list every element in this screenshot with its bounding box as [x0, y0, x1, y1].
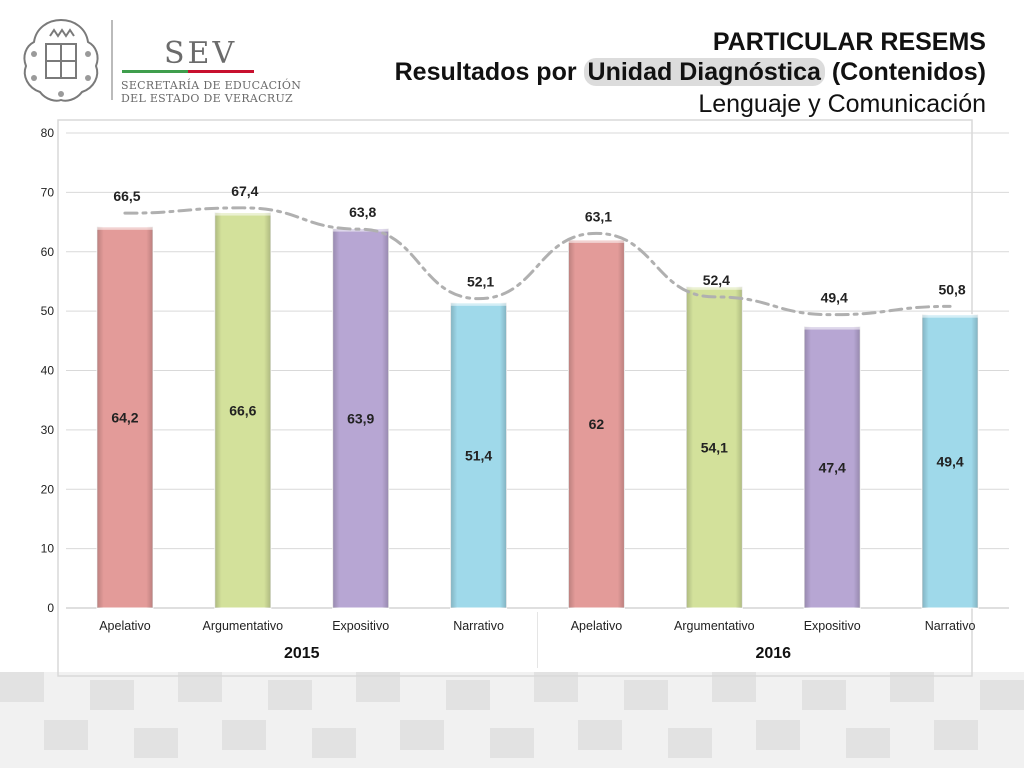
slide-subject: Lenguaje y Comunicación: [698, 90, 986, 118]
y-axis-ticks: 0 10 20 30 40 50 60 70 80: [41, 126, 55, 615]
x-tick-label: Apelativo: [571, 619, 622, 633]
bar-shading: [332, 228, 389, 608]
sev-logo: SEV SECRETARÍA DE EDUCACIÓN DEL ESTADO D…: [16, 14, 301, 106]
x-tick-label: Argumentativo: [674, 619, 755, 633]
x-tick-label: Narrativo: [453, 619, 504, 633]
bar-shading: [804, 326, 861, 608]
line-value-label: 49,4: [821, 290, 848, 306]
bar-value-label: 62: [589, 416, 605, 432]
bar-shading: [96, 226, 153, 608]
bar-shading: [214, 212, 271, 608]
x-tick-label: Narrativo: [925, 619, 976, 633]
bar-value-label: 64,2: [111, 409, 138, 425]
trend-line-path: [123, 206, 952, 317]
y-tick-label: 50: [41, 304, 55, 318]
bar-top-highlight: [568, 239, 625, 243]
bar-top-highlight: [450, 302, 507, 306]
x-tick-label: Expositivo: [332, 619, 389, 633]
bar-shading: [450, 302, 507, 608]
bar-top-highlight: [214, 212, 271, 216]
y-tick-label: 70: [41, 185, 55, 199]
bar-top-highlight: [804, 326, 861, 330]
decorative-footer-pattern: [0, 672, 1024, 768]
bar-shading: [568, 239, 625, 608]
line-value-label: 67,4: [231, 183, 258, 199]
slide-subtitle: Resultados por Unidad Diagnóstica (Conte…: [395, 58, 986, 87]
logo-divider: [111, 20, 113, 100]
y-tick-label: 40: [41, 364, 55, 378]
line-value-label: 63,1: [585, 208, 612, 224]
y-tick-label: 30: [41, 423, 55, 437]
line-value-label: 52,4: [703, 272, 730, 288]
x-tick-label: Expositivo: [804, 619, 861, 633]
y-tick-label: 60: [41, 245, 55, 259]
x-tick-label: Argumentativo: [203, 619, 284, 633]
line-value-label: 50,8: [938, 281, 965, 297]
slide-title: PARTICULAR RESEMS: [712, 28, 986, 56]
bar-shading: [922, 314, 979, 608]
bar-top-highlight: [96, 226, 153, 230]
bar-value-label: 49,4: [936, 453, 963, 469]
grid-lines: [66, 132, 1009, 609]
bars: [96, 212, 979, 609]
subtitle-highlight: Unidad Diagnóstica: [583, 58, 825, 86]
subtitle-prefix: Resultados por: [394, 58, 584, 86]
y-tick-label: 10: [41, 542, 55, 556]
group-label: 2015: [284, 645, 320, 662]
subtitle-suffix: (Contenidos): [824, 58, 986, 86]
y-tick-label: 20: [41, 482, 55, 496]
x-tick-label: Apelativo: [99, 619, 150, 633]
data-labels: 64,2 66,6 63,9 51,4 62 54,1 47,4 49,4 66,5 67,4 63…: [111, 183, 966, 475]
bar-top-highlight: [922, 314, 979, 318]
line-value-label: 66,5: [113, 188, 140, 204]
bar-value-label: 66,6: [229, 402, 256, 418]
logo-sev-text: SEV: [164, 36, 238, 71]
y-tick-label: 0: [47, 601, 54, 615]
bar-shading: [686, 286, 743, 608]
logo-org-line1: SECRETARÍA DE EDUCACIÓN: [121, 79, 302, 92]
line-value-label: 52,1: [467, 274, 494, 290]
veracruz-coat-of-arms-icon: [23, 18, 99, 102]
year-group-labels: 2015 2016: [284, 612, 791, 668]
line-value-label: 63,8: [349, 204, 376, 220]
logo-org-line2: DEL ESTADO DE VERACRUZ: [121, 92, 293, 105]
bar-value-label: 47,4: [819, 459, 846, 475]
bar-value-label: 54,1: [701, 439, 728, 455]
bar-value-label: 63,9: [347, 410, 374, 426]
x-axis-ticks: Apelativo Argumentativo Expositivo Narrativ…: [99, 619, 975, 633]
logo-color-stripe: [122, 70, 254, 73]
group-label: 2016: [755, 645, 791, 662]
trend-line: [123, 206, 952, 317]
bar-top-highlight: [332, 228, 389, 232]
y-tick-label: 80: [41, 126, 55, 140]
bar-value-label: 51,4: [465, 447, 492, 463]
bar-top-highlight: [686, 286, 743, 290]
